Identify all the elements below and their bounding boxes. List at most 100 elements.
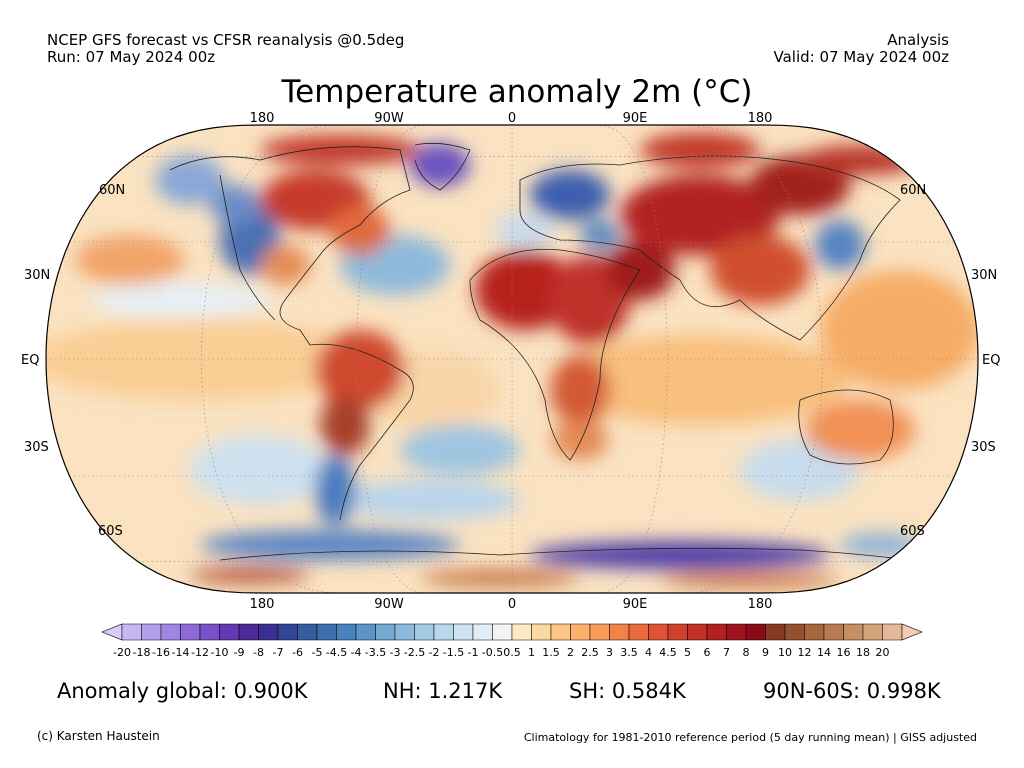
stat-nh: NH: 1.217K <box>383 679 503 703</box>
colorbar-cell <box>394 623 415 641</box>
colorbar-tick-label: -20 <box>113 646 131 659</box>
colorbar-under-arrow <box>101 623 123 641</box>
colorbar-cell <box>180 623 201 641</box>
globe-outline <box>45 124 979 594</box>
colorbar-tick-label: -12 <box>191 646 209 659</box>
lat-label-right: EQ <box>982 353 1001 368</box>
colorbar-cell <box>219 623 240 641</box>
colorbar-cell <box>160 623 181 641</box>
stat-sh: SH: 0.584K <box>569 679 686 703</box>
colorbar-cell <box>375 623 396 641</box>
colorbar-tick-label: -1.5 <box>442 646 465 659</box>
colorbar-tick-label: -2 <box>428 646 440 659</box>
lon-label-top: 180 <box>249 111 275 126</box>
lat-label-right: 30N <box>971 268 998 283</box>
map-title: Temperature anomaly 2m (°C) <box>281 74 753 110</box>
colorbar-cell <box>258 623 279 641</box>
analysis-label: Analysis <box>887 31 949 49</box>
colorbar-cell <box>823 623 844 641</box>
colorbar-tick-label: 3.5 <box>620 646 638 659</box>
colorbar-cell <box>609 623 630 641</box>
lon-label-top: 90E <box>622 111 648 126</box>
run-time: Run: 07 May 2024 00z <box>47 48 216 66</box>
lon-label-bottom: 0 <box>507 597 517 612</box>
colorbar-tick-label: -4 <box>350 646 362 659</box>
valid-time: Valid: 07 May 2024 00z <box>773 48 949 66</box>
stat-global: Anomaly global: 0.900K <box>57 679 308 703</box>
colorbar-tick-label: -9 <box>233 646 245 659</box>
colorbar-tick-label: 10 <box>778 646 792 659</box>
colorbar-cell <box>453 623 474 641</box>
colorbar-tick-label: 1.5 <box>542 646 560 659</box>
colorbar-tick-label: -8 <box>253 646 264 659</box>
colorbar-cell <box>199 623 220 641</box>
colorbar-tick-label: 5 <box>684 646 691 659</box>
colorbar-cell <box>804 623 825 641</box>
colorbar-tick-label: -6 <box>292 646 303 659</box>
colorbar-cell <box>121 623 142 641</box>
colorbar-tick-label: -2.5 <box>403 646 426 659</box>
lon-label-bottom: 180 <box>249 597 275 612</box>
colorbar-cell <box>687 623 708 641</box>
colorbar-cell <box>141 623 162 641</box>
colorbar-tick-label: -3.5 <box>364 646 387 659</box>
colorbar-tick-label: 14 <box>817 646 831 659</box>
colorbar-cell <box>706 623 727 641</box>
colorbar-tick-label: -1 <box>467 646 479 659</box>
lat-label-left: 60S <box>98 524 123 539</box>
copyright: (c) Karsten Haustein <box>37 729 160 743</box>
colorbar-cell <box>316 623 337 641</box>
colorbar-tick-label: -10 <box>210 646 229 659</box>
colorbar-tick-label: 8 <box>742 646 750 659</box>
colorbar-tick-label: -5 <box>311 646 323 659</box>
colorbar-tick-label: 0.5 <box>503 646 521 659</box>
lon-label-bottom: 90E <box>622 597 648 612</box>
colorbar-cell <box>531 623 552 641</box>
colorbar-tick-label: -7 <box>272 646 284 659</box>
colorbar-cell <box>648 623 669 641</box>
colorbar <box>101 623 923 641</box>
colorbar-cell <box>726 623 747 641</box>
graticule <box>46 125 978 593</box>
colorbar-tick-label: -14 <box>171 646 190 659</box>
colorbar-tick-label: 4 <box>645 646 652 659</box>
colorbar-cell <box>589 623 610 641</box>
graticule-meridian <box>200 125 346 593</box>
anomaly-field <box>46 125 978 593</box>
colorbar-tick-label: -3 <box>389 646 401 659</box>
graticule-meridian <box>595 125 668 593</box>
colorbar-cell <box>414 623 435 641</box>
colorbar-tick-label: 20 <box>875 646 890 659</box>
colorbar-tick-label: 18 <box>856 646 870 659</box>
colorbar-cell <box>472 623 493 641</box>
colorbar-tick-label: -4.5 <box>325 646 348 659</box>
colorbar-cell <box>667 623 688 641</box>
colorbar-tick-label: 4.5 <box>659 646 677 659</box>
colorbar-cell <box>570 623 591 641</box>
colorbar-tick-label: 6 <box>703 646 711 659</box>
lat-label-left: 30S <box>24 440 49 455</box>
colorbar-cell <box>277 623 298 641</box>
colorbar-cell <box>492 623 513 641</box>
lat-label-left: 30N <box>24 268 51 283</box>
colorbar-cell <box>843 623 864 641</box>
graticule-meridian <box>356 125 429 593</box>
colorbar-cell <box>355 623 376 641</box>
coastlines <box>169 142 921 563</box>
colorbar-cell <box>765 623 786 641</box>
climatology-note: Climatology for 1981-2010 reference peri… <box>523 731 977 744</box>
colorbar-cell <box>882 623 903 641</box>
colorbar-cell <box>628 623 649 641</box>
colorbar-cell <box>238 623 259 641</box>
lon-label-top: 0 <box>507 111 517 126</box>
colorbar-cell <box>433 623 454 641</box>
colorbar-tick-label: 9 <box>762 646 769 659</box>
lon-label-top: 180 <box>747 111 773 126</box>
colorbar-tick-label: -16 <box>152 646 170 659</box>
colorbar-cell <box>784 623 805 641</box>
lat-label-right: 60N <box>900 183 927 198</box>
lat-label-left: EQ <box>21 353 40 368</box>
lon-label-bottom: 90W <box>374 597 404 612</box>
colorbar-tick-label: 2.5 <box>581 646 599 659</box>
